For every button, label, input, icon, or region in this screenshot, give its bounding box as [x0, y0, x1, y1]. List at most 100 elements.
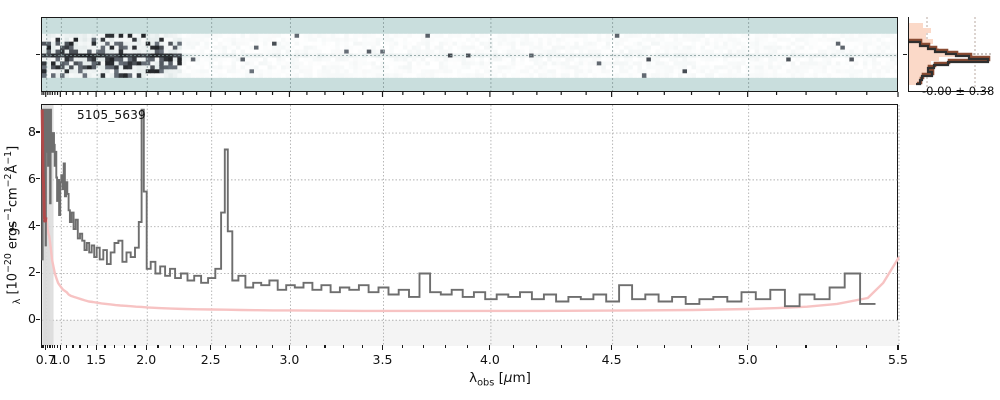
spec2d-pixel: [303, 33, 309, 39]
spec2d-pixel: [109, 33, 115, 39]
spec2d-pixel: [668, 49, 675, 55]
spec2d-pixel: [348, 57, 354, 63]
spec2d-pixel: [880, 45, 887, 51]
spec2d-pixel: [312, 33, 318, 39]
spec2d-pixel: [127, 37, 133, 43]
spec2d-pixel: [880, 61, 887, 66]
spec2d-pixel: [299, 57, 305, 63]
spec2d-pixel: [709, 73, 715, 78]
spec2d-pixel: [177, 41, 183, 47]
spec2d-pixel: [894, 49, 897, 55]
spec2d-pixel: [754, 41, 760, 47]
y-tick-mark: [36, 178, 40, 180]
spec2d-pixel: [73, 41, 79, 47]
spec2d-pixel: [479, 69, 485, 74]
spec2d-pixel: [623, 33, 629, 39]
spec2d-pixel: [759, 65, 765, 70]
spec2d-pixel: [705, 61, 711, 66]
spec2d-pixel: [502, 65, 508, 70]
spec2d-pixel: [136, 61, 142, 66]
spec2d-pixel: [42, 33, 48, 39]
x-minor-tick: [157, 345, 159, 348]
spec2d-pixel: [646, 57, 652, 63]
spec2d-pixel: [885, 45, 891, 51]
spec2d-pixel: [520, 73, 526, 78]
spec2d-pixel: [844, 49, 850, 55]
spec2d-pixel: [46, 45, 52, 51]
spec2d-pixel: [605, 45, 611, 51]
spec2d-pixel: [871, 69, 878, 74]
spec2d-pixel: [772, 37, 778, 43]
spec2d-pixel: [240, 41, 246, 47]
spec2d-pixel: [696, 73, 702, 78]
spec2d-pixel: [655, 57, 661, 63]
spec2d-pixel: [150, 65, 156, 70]
spec2d-pixel: [434, 49, 440, 55]
spec2d-pixel: [253, 61, 260, 66]
spec2d-pixel: [308, 33, 314, 39]
spec2d-pixel: [732, 61, 738, 66]
spec2d-pixel: [172, 69, 178, 74]
spec2d-pixel: [330, 41, 336, 47]
spec2d-pixel: [736, 45, 742, 51]
spec2d-pixel: [348, 65, 354, 70]
spec2d-pixel: [87, 53, 93, 59]
spec2d-pixel: [605, 61, 611, 66]
spec2d-pixel: [529, 57, 535, 63]
spec2d-pixel: [190, 33, 196, 39]
spec2d-pixel: [285, 33, 291, 39]
spec2d-pixel: [799, 49, 805, 55]
spec2d-pixel: [244, 49, 251, 55]
spec2d-pixel: [547, 57, 553, 63]
spec2d-pixel: [732, 57, 738, 63]
spec2d-pixel: [217, 65, 224, 70]
spec2d-pixel: [565, 41, 571, 47]
spec2d-pixel: [290, 69, 296, 74]
spec2d-pixel: [407, 65, 413, 70]
spec2d-pixel: [533, 57, 539, 63]
spec2d-pixel: [804, 57, 810, 63]
spec2d-pixel: [808, 57, 814, 63]
spec2d-pixel: [831, 69, 837, 74]
spec2d-pixel: [844, 73, 850, 78]
spec2d-pixel: [511, 45, 517, 51]
spec2d-pixel: [709, 61, 715, 66]
spec2d-pixel: [443, 61, 449, 66]
spec2d-pixel: [705, 57, 711, 63]
spec2d-pixel: [141, 49, 147, 55]
spec2d-pixel: [375, 33, 381, 39]
spec2d-pixel: [294, 53, 300, 59]
spec2d-pixel: [150, 53, 156, 59]
masked-band: [51, 105, 54, 346]
spec2d-pixel: [547, 65, 553, 70]
spec2d-pixel: [46, 73, 52, 78]
spec2d-pixel: [876, 49, 882, 55]
spec2d-pixel: [538, 49, 544, 55]
spec2d-pixel: [741, 45, 747, 51]
spec2d-pixel: [434, 33, 440, 39]
spec2d-pixel: [326, 49, 332, 55]
spec2d-pixel: [727, 69, 733, 74]
spec2d-pixel: [502, 69, 508, 74]
spec2d-pixel: [416, 49, 422, 55]
spec2d-pixel: [380, 49, 386, 55]
spec2d-pixel: [461, 49, 467, 55]
spec2d-pixel: [407, 45, 413, 51]
x-minor-tick: [72, 345, 74, 348]
spec2d-pixel: [96, 73, 102, 78]
spec2d-pixel: [335, 33, 341, 39]
spec2d-pixel: [285, 69, 291, 74]
spec2d-pixel: [235, 73, 242, 78]
spec2d-pixel: [154, 49, 160, 55]
spec2d-pixel: [750, 53, 756, 59]
spec2d-pixel: [831, 53, 837, 59]
spec2d-pixel: [348, 49, 354, 55]
spec2d-pixel: [150, 61, 156, 66]
spec2d-pixel: [619, 53, 625, 59]
spec2d-pixel: [574, 53, 580, 59]
spec2d-pixel: [226, 53, 233, 59]
spec2d-pixel: [465, 33, 472, 39]
spec2d-pixel: [673, 61, 679, 66]
spec2d-pixel: [727, 73, 733, 78]
